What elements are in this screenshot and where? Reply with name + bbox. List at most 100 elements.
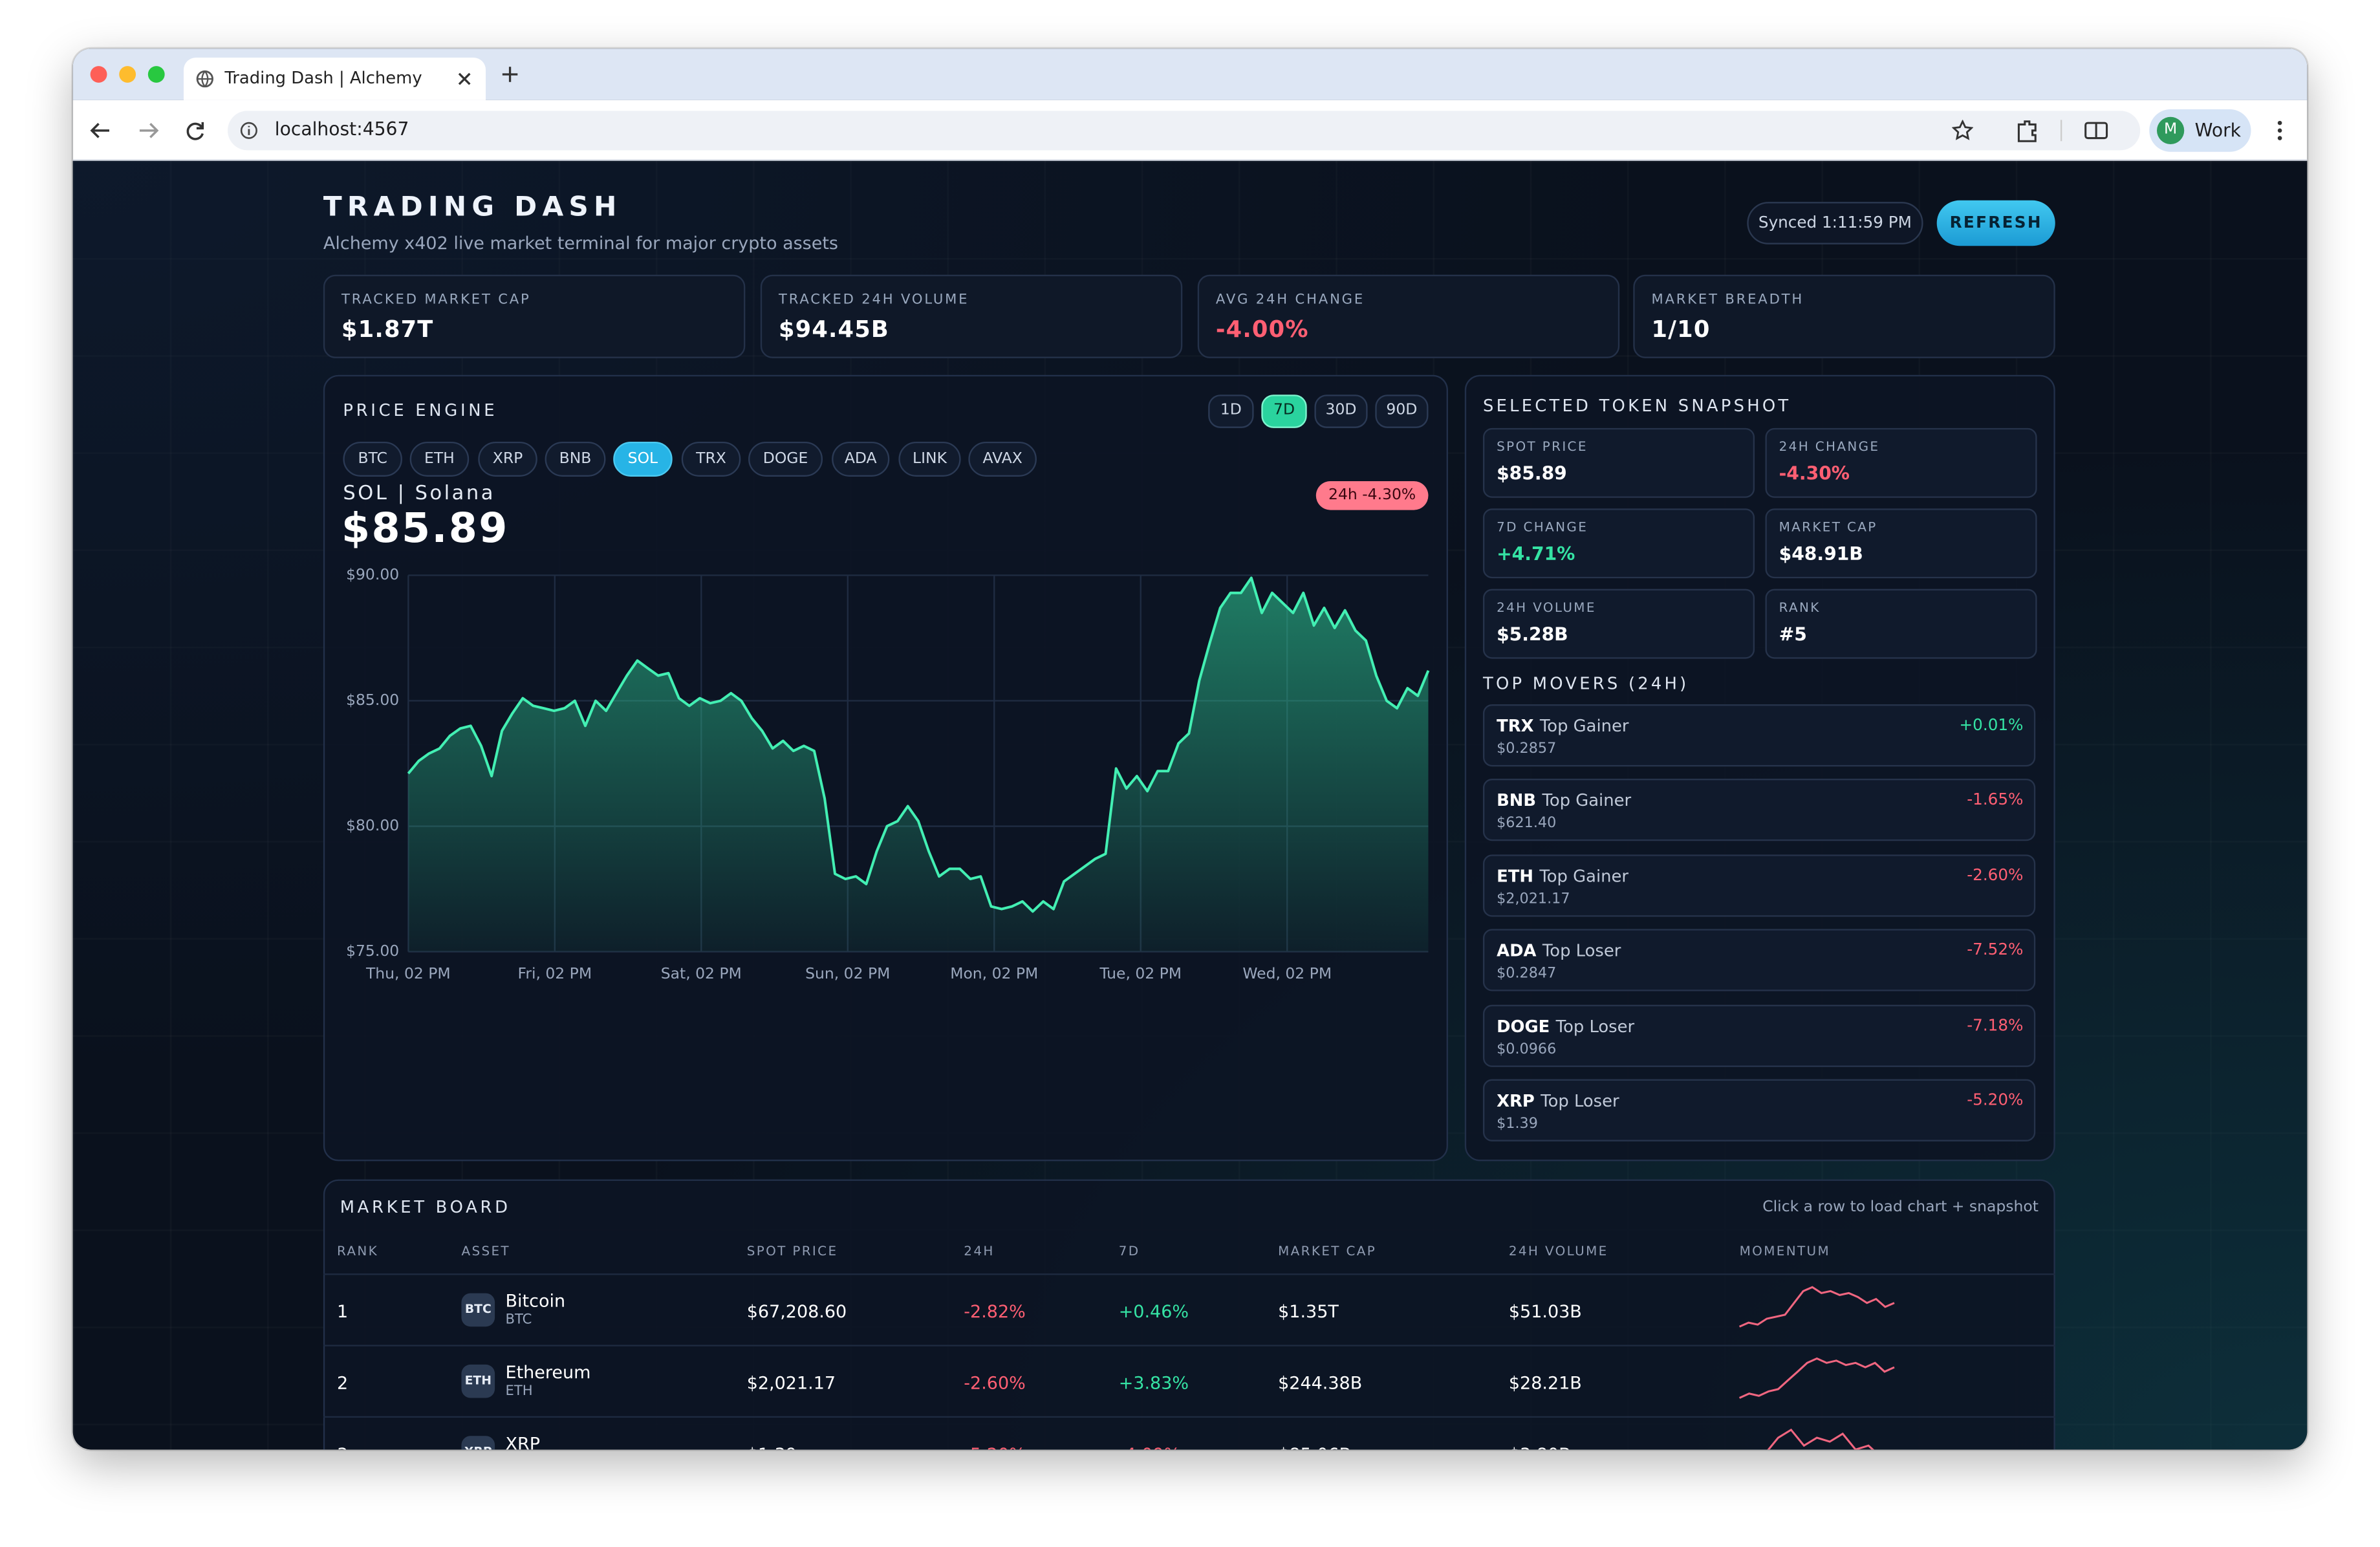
mover-title: DOGE Top Loser — [1497, 1016, 1634, 1036]
mover-change: +0.01% — [1959, 716, 2024, 735]
mover-change: -2.60% — [1967, 866, 2024, 885]
column-header: MOMENTUM — [1739, 1244, 1831, 1260]
token-pill[interactable]: BTC — [343, 441, 402, 477]
mover-symbol: BNB — [1497, 791, 1537, 812]
column-header: 24H VOLUME — [1508, 1244, 1608, 1260]
active-tab[interactable]: Trading Dash | Alchemy — [183, 58, 486, 100]
column-header: RANK — [337, 1244, 379, 1260]
app: TRADING DASH Alchemy x402 live market ter… — [73, 161, 2308, 1450]
stat-card: AVG 24H CHANGE -4.00% — [1197, 274, 1620, 358]
panel-title: TOP MOVERS (24H) — [1482, 674, 1689, 694]
range-button[interactable]: 90D — [1375, 395, 1429, 428]
panel-title: PRICE ENGINE — [343, 400, 498, 421]
asset-symbol: ETH — [505, 1384, 533, 1400]
token-pill[interactable]: AVAX — [968, 441, 1037, 477]
board-hint: Click a row to load chart + snapshot — [1762, 1199, 2039, 1216]
mover-price: $0.0966 — [1497, 1041, 1557, 1057]
stat-card: MARKET BREADTH 1/10 — [1633, 274, 2055, 358]
range-button[interactable]: 7D — [1261, 395, 1307, 428]
extensions[interactable] — [2017, 120, 2037, 142]
stat-value: -4.00% — [1215, 316, 1309, 343]
site-info[interactable] — [240, 122, 258, 140]
cell-market-cap: $1.35T — [1278, 1301, 1339, 1323]
snapshot-label: SPOT PRICE — [1497, 440, 1588, 456]
browser-window: Trading Dash | Alchemy localhost:4567 M … — [72, 49, 2308, 1450]
menu[interactable] — [2274, 118, 2286, 143]
cell-price: $67,208.60 — [746, 1301, 847, 1323]
tab-title: Trading Dash | Alchemy — [224, 68, 422, 89]
mover-card[interactable]: ETH Top Gainer $2,021.17 -2.60% — [1482, 854, 2036, 917]
snapshot-cell: SPOT PRICE $85.89 — [1482, 427, 1755, 498]
mover-change: -1.65% — [1967, 791, 2024, 810]
asset-name: Ethereum — [505, 1361, 591, 1383]
token-pill[interactable]: XRP — [478, 441, 537, 477]
mover-symbol: TRX — [1497, 716, 1534, 737]
reload[interactable] — [186, 122, 204, 140]
board-row[interactable]: 3$1.39-5.20%-4.09%$85.06B$3.80BXRPXRPXRP — [323, 1416, 2055, 1450]
token-pill[interactable]: TRX — [681, 441, 741, 477]
token-pill[interactable]: BNB — [545, 441, 606, 477]
tab-close[interactable] — [457, 71, 471, 86]
profile-chip[interactable]: M Work — [2149, 109, 2251, 152]
mover-title: TRX Top Gainer — [1497, 717, 1628, 737]
cell-volume: $3.80B — [1509, 1444, 1571, 1449]
board-row[interactable]: 2 $2,021.17 -2.60% +3.83% $244.38B $28.21B ETH… — [323, 1345, 2055, 1416]
snapshot-cell: 7D CHANGE +4.71% — [1482, 508, 1755, 579]
mover-card[interactable]: DOGE Top Loser $0.0966 -7.18% — [1482, 1004, 2036, 1066]
zoom-dot[interactable] — [147, 66, 165, 83]
window-controls — [90, 66, 165, 83]
back[interactable] — [90, 123, 109, 138]
minimize-dot[interactable] — [119, 66, 136, 83]
asset-symbol: BTC — [505, 1313, 532, 1328]
snapshot-cell: 24H VOLUME $5.28B — [1482, 589, 1755, 659]
new-tab[interactable] — [501, 65, 519, 83]
column-header: SPOT PRICE — [746, 1244, 838, 1260]
token-pill[interactable]: LINK — [898, 441, 961, 477]
mover-card[interactable]: XRP Top Loser $1.39 -5.20% — [1482, 1079, 2036, 1141]
nav-buttons — [90, 122, 204, 140]
mover-title: ADA Top Loser — [1497, 942, 1621, 962]
mover-card[interactable]: BNB Top Gainer $621.40 -1.65% — [1482, 779, 2036, 842]
mover-symbol: ADA — [1497, 941, 1537, 962]
tab-favicon — [196, 70, 213, 88]
cell-change-7d: -4.09% — [1119, 1444, 1180, 1449]
snapshot-label: MARKET CAP — [1779, 521, 1877, 536]
board-row[interactable]: 1 $67,208.60 -2.82% +0.46% $1.35T $51.03B BTC B… — [323, 1273, 2055, 1345]
token-pill[interactable]: ADA — [832, 441, 890, 477]
close-dot[interactable] — [90, 66, 107, 83]
mover-card[interactable]: TRX Top Gainer $0.2857 +0.01% — [1482, 704, 2036, 767]
token-pill[interactable]: ETH — [409, 441, 470, 477]
snapshot-value: +4.71% — [1497, 543, 1575, 565]
range-button[interactable]: 1D — [1208, 395, 1254, 428]
cell-price: $1.39 — [747, 1444, 797, 1449]
token-pill[interactable]: SOL — [613, 441, 673, 477]
address-bar[interactable]: localhost:4567 — [228, 111, 2141, 151]
asset-icon: BTC — [461, 1293, 495, 1327]
snapshot-value: $85.89 — [1497, 462, 1567, 484]
stat-card: TRACKED 24H VOLUME $94.45B — [760, 274, 1183, 358]
mover-price: $0.2847 — [1497, 966, 1557, 982]
refresh-button[interactable]: REFRESH — [1936, 200, 2055, 246]
stat-card: TRACKED MARKET CAP $1.87T — [323, 274, 746, 358]
mover-card[interactable]: ADA Top Loser $0.2847 -7.52% — [1482, 929, 2036, 991]
stat-value: $1.87T — [341, 316, 434, 343]
cell-rank: 2 — [337, 1372, 349, 1394]
bookmark-star[interactable] — [1952, 120, 1974, 141]
mover-price: $621.40 — [1497, 816, 1557, 833]
token-pill[interactable]: DOGE — [748, 441, 823, 477]
profile-name: Work — [2194, 120, 2242, 142]
stat-value: 1/10 — [1651, 316, 1711, 343]
cell-rank: 1 — [337, 1301, 349, 1323]
panel-title: SELECTED TOKEN SNAPSHOT — [1482, 396, 1791, 416]
mover-tag: Top Gainer — [1539, 866, 1629, 887]
page-title: TRADING DASH — [323, 191, 622, 224]
snapshot-label: 24H VOLUME — [1497, 601, 1596, 616]
cell-price: $2,021.17 — [746, 1372, 836, 1394]
url: localhost:4567 — [274, 118, 409, 140]
forward[interactable] — [139, 123, 159, 138]
range-button[interactable]: 30D — [1314, 395, 1368, 428]
cell-market-cap: $244.38B — [1278, 1372, 1363, 1394]
asset-icon: XRP — [461, 1436, 495, 1450]
